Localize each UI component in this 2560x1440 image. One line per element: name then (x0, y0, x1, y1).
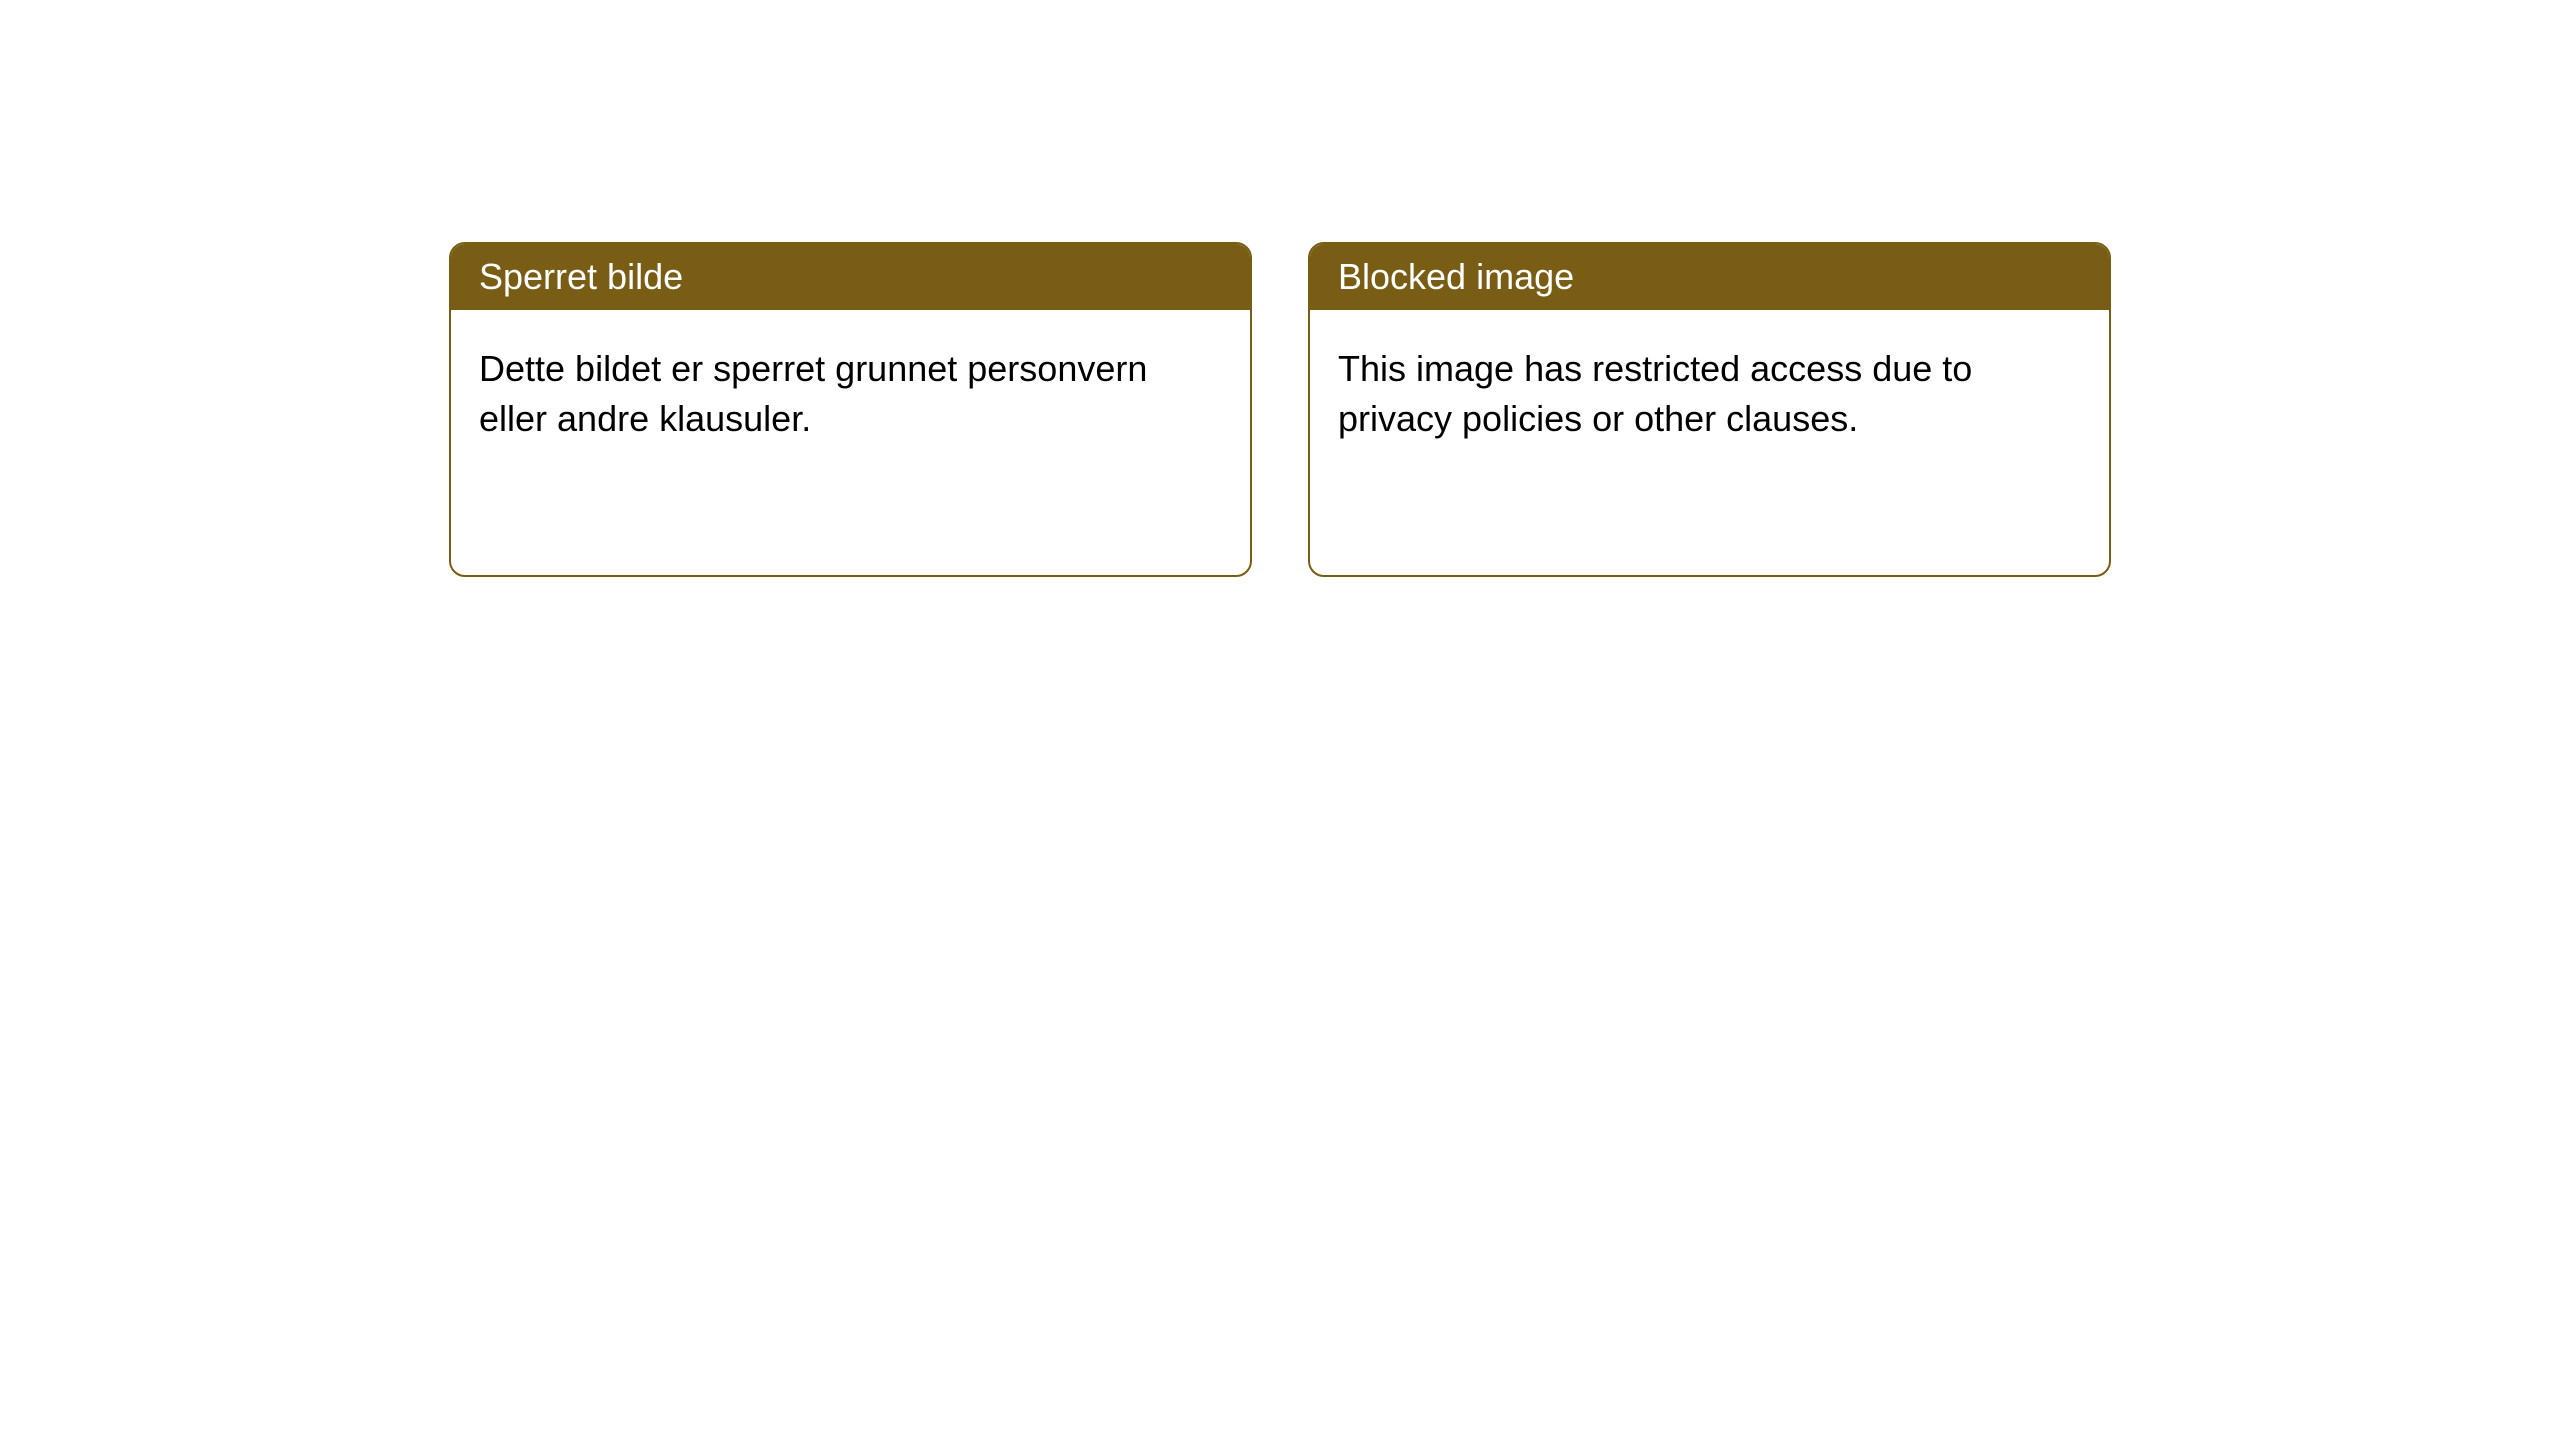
notice-body: Dette bildet er sperret grunnet personve… (451, 310, 1250, 479)
notice-body-text: This image has restricted access due to … (1338, 348, 1972, 439)
notices-container: Sperret bilde Dette bildet er sperret gr… (0, 0, 2560, 577)
notice-body-text: Dette bildet er sperret grunnet personve… (479, 348, 1147, 439)
notice-header: Blocked image (1310, 244, 2109, 310)
notice-body: This image has restricted access due to … (1310, 310, 2109, 479)
notice-header: Sperret bilde (451, 244, 1250, 310)
notice-title: Sperret bilde (479, 256, 683, 297)
notice-title: Blocked image (1338, 256, 1574, 297)
notice-box-norwegian: Sperret bilde Dette bildet er sperret gr… (449, 242, 1252, 577)
notice-box-english: Blocked image This image has restricted … (1308, 242, 2111, 577)
